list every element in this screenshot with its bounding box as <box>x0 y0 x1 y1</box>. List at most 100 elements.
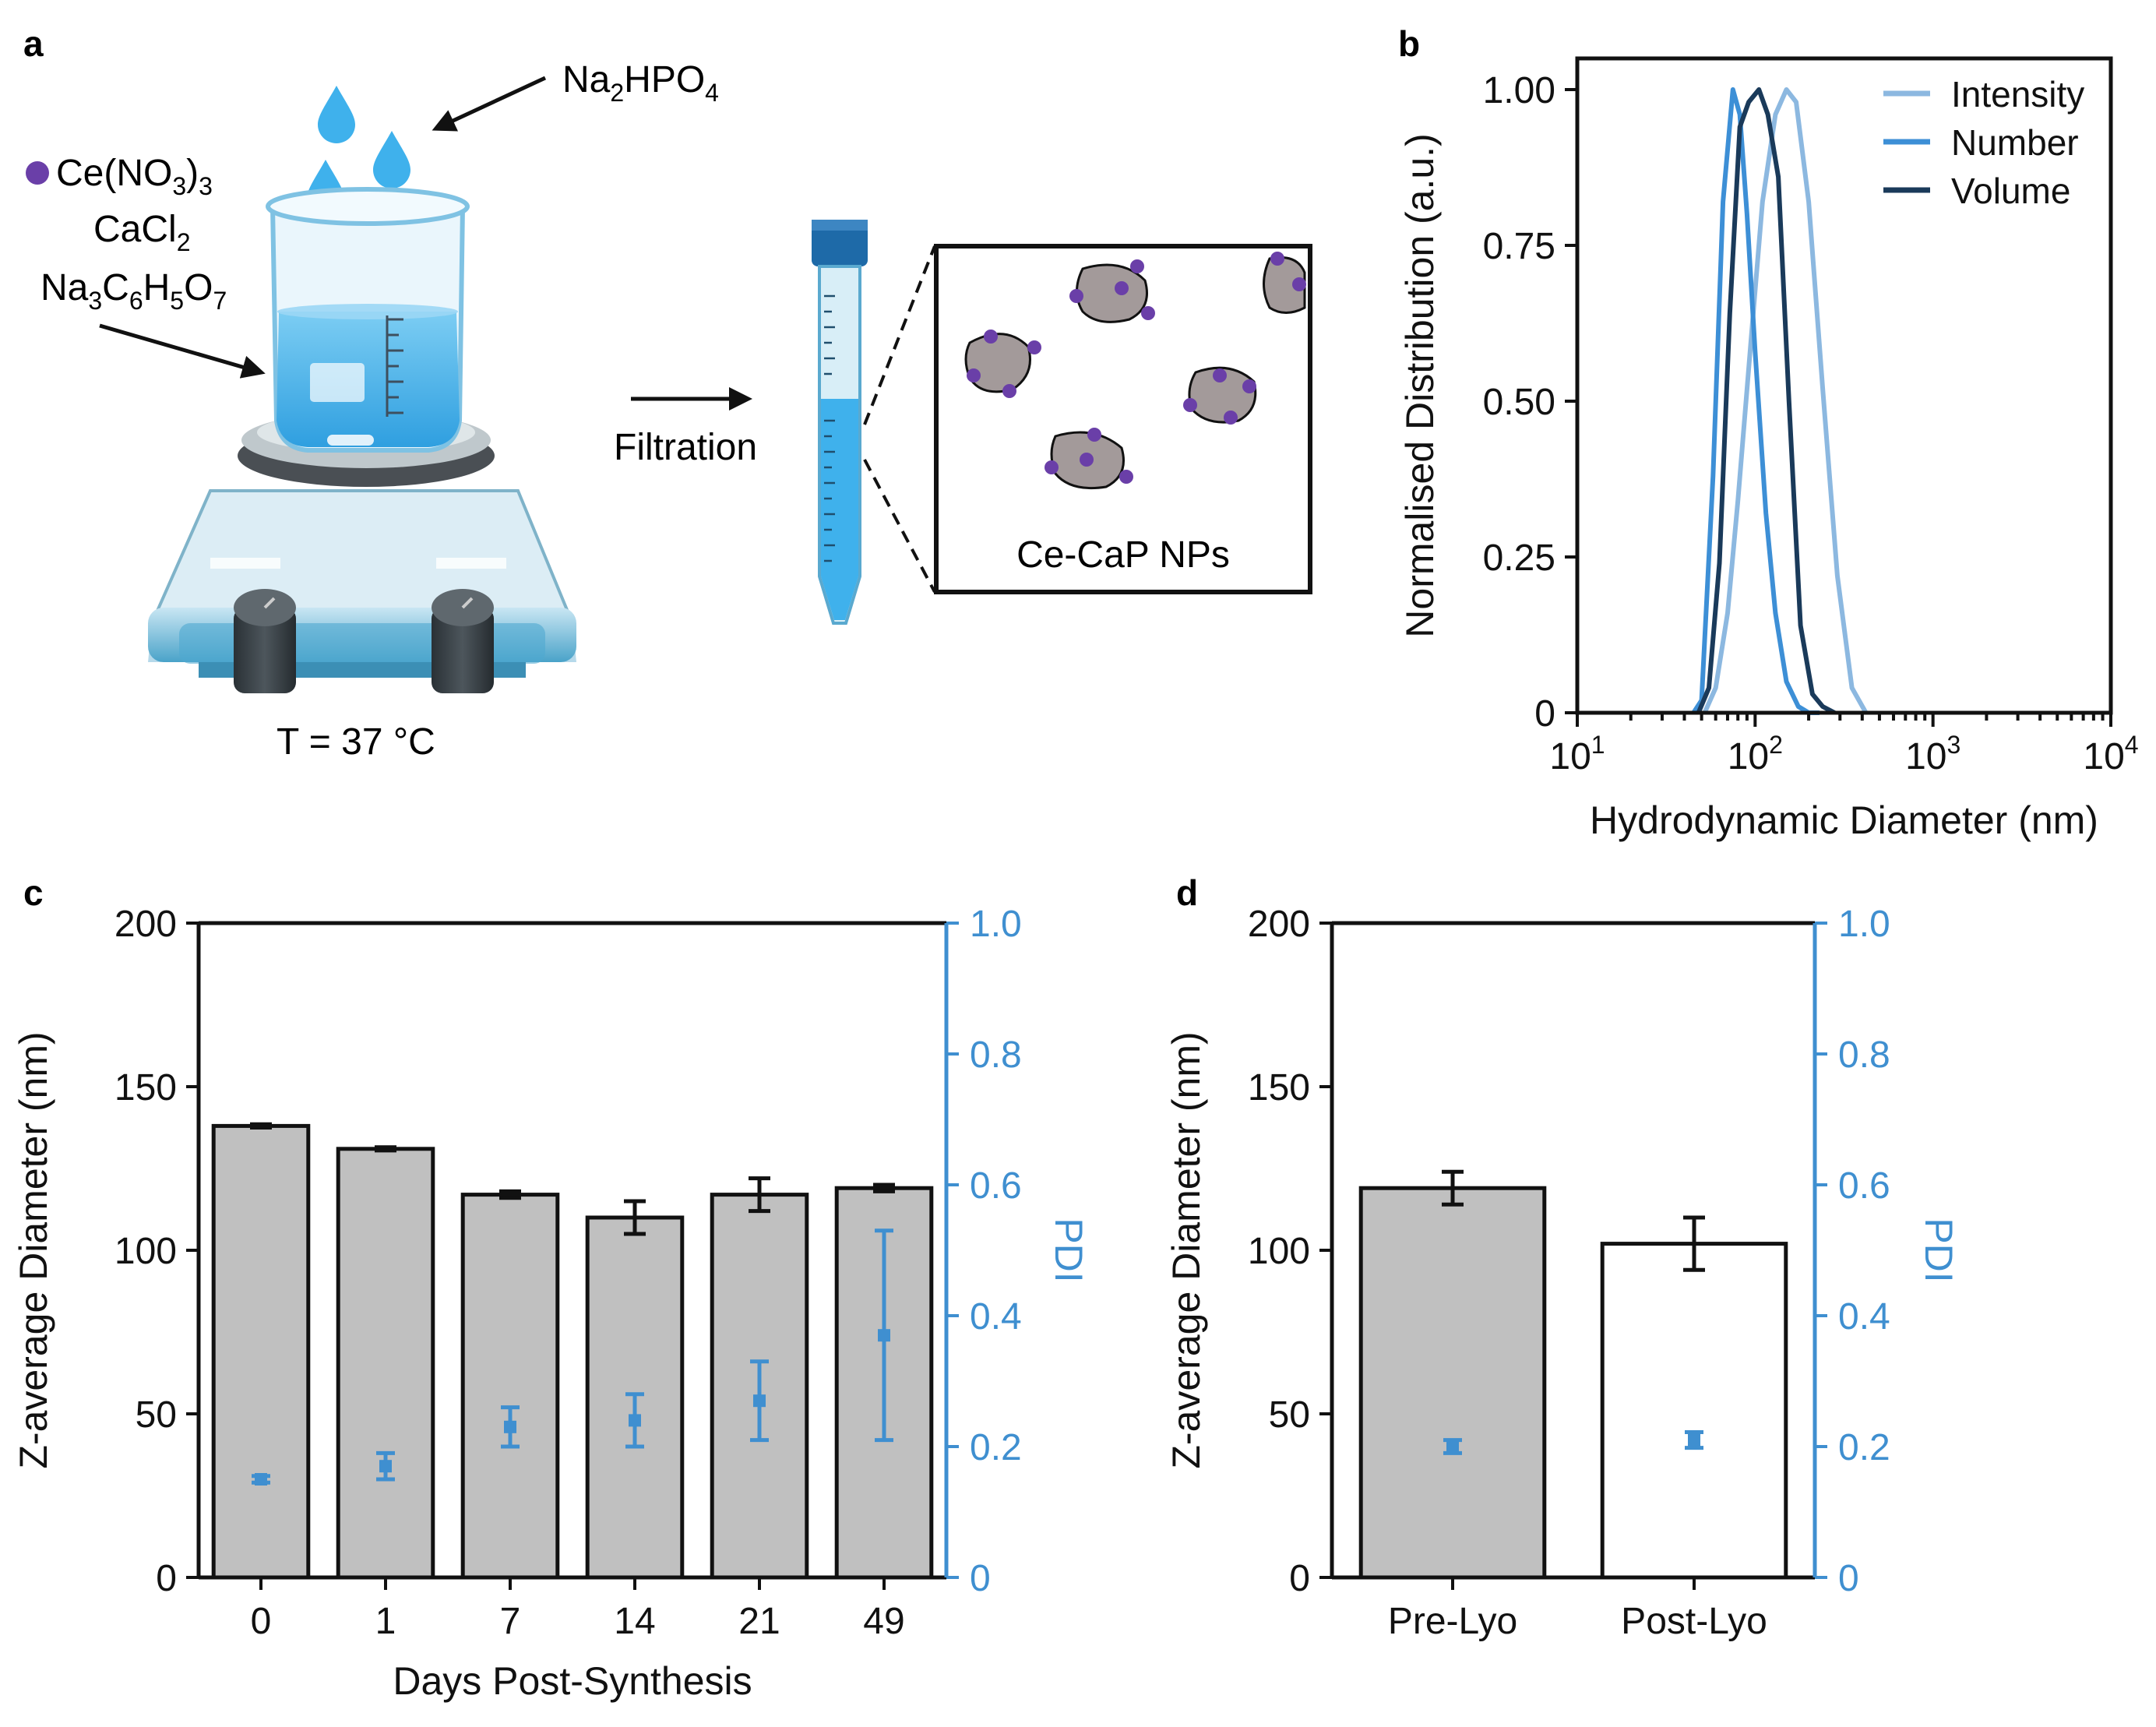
reagent-cacl2: CaCl2 <box>93 209 190 256</box>
y-tick-label: 200 <box>1248 904 1310 945</box>
y2-tick-label: 0.6 <box>970 1165 1022 1207</box>
series-line-intensity <box>1702 87 1869 714</box>
pdi-point <box>629 1414 641 1427</box>
y2-tick-label: 0 <box>970 1558 991 1599</box>
y-tick-label: 0.25 <box>1483 537 1555 579</box>
y-axis-label: Z-average Diameter (nm) <box>12 1031 55 1468</box>
temperature-label: T = 37 °C <box>277 721 435 763</box>
nanoparticle-icon <box>1263 252 1306 314</box>
y-tick-label: 0 <box>1534 693 1555 735</box>
y-tick-label: 1.00 <box>1483 70 1555 111</box>
x-tick-label: 1 <box>375 1601 396 1642</box>
reagent-arrow <box>99 323 266 379</box>
pdi-point <box>878 1329 890 1342</box>
panel-label-c: c <box>23 872 44 913</box>
droplet-icon <box>318 86 355 143</box>
y2-tick-label: 0.6 <box>1838 1165 1890 1207</box>
nanoparticle-icon <box>1183 366 1257 425</box>
zoom-line <box>863 245 936 425</box>
y-tick-label: 0.75 <box>1483 226 1555 267</box>
bar-Pre-Lyo <box>1358 1186 1547 1580</box>
panel-b: b 0 0.25 0.50 0.75 1.00 101 102 103 104 Hydrodyna… <box>1398 23 2139 842</box>
y-tick-label: 150 <box>114 1067 177 1108</box>
y2-tick-label: 0.8 <box>970 1034 1022 1076</box>
legend-label: Number <box>1951 122 2079 163</box>
reagent-na2hpo4: Na2HPO4 <box>562 59 719 107</box>
y-axis-label: Z-average Diameter (nm) <box>1164 1031 1208 1468</box>
legend-label: Intensity <box>1951 74 2084 115</box>
y-tick-label: 50 <box>136 1394 177 1436</box>
panel-label-d: d <box>1176 872 1198 913</box>
series-line-volume <box>1696 87 1836 715</box>
y2-tick-label: 0.2 <box>1838 1427 1890 1468</box>
panel-c: c 0 50 100 150 200 0 0.2 0.4 0.6 0.8 1.0 0 1 7 14 21 49 D… <box>12 872 1090 1703</box>
pdi-point <box>255 1473 267 1486</box>
reagent-citrate: Na3C6H5O7 <box>41 267 227 315</box>
nanoparticle-icon <box>1045 428 1133 490</box>
hot-plate-stirrer <box>148 412 576 693</box>
y2-tick-label: 0.8 <box>1838 1034 1890 1076</box>
dial-knob-icon <box>234 589 296 693</box>
bar-Post-Lyo <box>1600 1242 1788 1580</box>
y-tick-label: 100 <box>1248 1231 1310 1272</box>
x-tick-label: Post-Lyo <box>1621 1601 1767 1642</box>
y2-tick-label: 0.4 <box>970 1296 1022 1338</box>
centrifuge-tube-icon <box>812 220 868 625</box>
pdi-point <box>1688 1433 1700 1447</box>
x-tick-label: 14 <box>614 1601 655 1642</box>
x-tick-label: 103 <box>1905 731 1960 777</box>
y-tick-label: 100 <box>114 1231 177 1272</box>
nps-label: Ce-CaP NPs <box>1016 534 1230 576</box>
pdi-point <box>753 1394 766 1408</box>
nanoparticle-icon <box>964 330 1041 398</box>
pdi-point <box>1446 1440 1459 1453</box>
x-tick-label: Pre-Lyo <box>1388 1601 1517 1642</box>
reagent-ce-nitrate: Ce(NO3)3 <box>56 153 213 200</box>
x-tick-label: 104 <box>2083 731 2138 777</box>
x-tick-label: 49 <box>863 1601 904 1642</box>
series-line-number <box>1691 87 1820 715</box>
y2-tick-label: 0.2 <box>970 1427 1022 1468</box>
y-tick-label: 0 <box>156 1558 177 1599</box>
droplet-icon <box>373 131 410 189</box>
bar-14 <box>585 1215 685 1580</box>
x-tick-label: 21 <box>738 1601 780 1642</box>
panel-a: a Na2HPO4 Ce(NO3)3 CaCl2 Na3C6H5O7 <box>23 23 1312 763</box>
lyophilisation-chart: 0 50 100 150 200 0 0.2 0.4 0.6 0.8 1.0 Pre-Lyo Post-… <box>1164 904 1960 1642</box>
x-tick-label: 102 <box>1728 731 1783 777</box>
y-tick-label: 0 <box>1289 1558 1310 1599</box>
y2-axis-label: PDI <box>1917 1218 1960 1282</box>
y-tick-label: 0.50 <box>1483 382 1555 423</box>
y2-axis-label: PDI <box>1047 1218 1090 1282</box>
y2-tick-label: 0 <box>1838 1558 1859 1599</box>
bar-0 <box>211 1123 311 1580</box>
x-tick-label: 101 <box>1549 731 1605 777</box>
y2-tick-label: 1.0 <box>970 904 1022 945</box>
distribution-chart: 0 0.25 0.50 0.75 1.00 101 102 103 104 Hydrodynami… <box>1398 56 2139 842</box>
y-tick-label: 150 <box>1248 1067 1310 1108</box>
x-tick-label: 7 <box>500 1601 521 1642</box>
y-tick-label: 200 <box>114 904 177 945</box>
x-tick-label: 0 <box>251 1601 272 1642</box>
dial-knob-icon <box>432 589 494 693</box>
zoom-line <box>863 459 936 593</box>
x-axis-label: Hydrodynamic Diameter (nm) <box>1590 798 2098 842</box>
filtration-label: Filtration <box>614 427 757 468</box>
panel-label-a: a <box>23 23 44 64</box>
y2-tick-label: 0.4 <box>1838 1296 1890 1338</box>
cerium-dot-icon <box>26 161 49 185</box>
plot-frame <box>1575 56 2113 715</box>
legend-label: Volume <box>1951 171 2070 211</box>
panel-label-b: b <box>1398 23 1420 64</box>
pdi-point <box>379 1460 392 1473</box>
y-axis-label: Normalised Distribution (a.u.) <box>1398 133 1442 637</box>
y-tick-label: 50 <box>1269 1394 1310 1436</box>
x-axis-label: Days Post-Synthesis <box>393 1659 752 1703</box>
beaker-icon <box>266 187 470 453</box>
pdi-point <box>504 1420 516 1433</box>
nanoparticle-inset: Ce-CaP NPs <box>934 244 1312 594</box>
stability-chart: 0 50 100 150 200 0 0.2 0.4 0.6 0.8 1.0 0 1 7 14 21 49 Day… <box>12 904 1090 1703</box>
reagent-arrow <box>432 76 547 132</box>
nanoparticle-icon <box>1069 259 1155 323</box>
